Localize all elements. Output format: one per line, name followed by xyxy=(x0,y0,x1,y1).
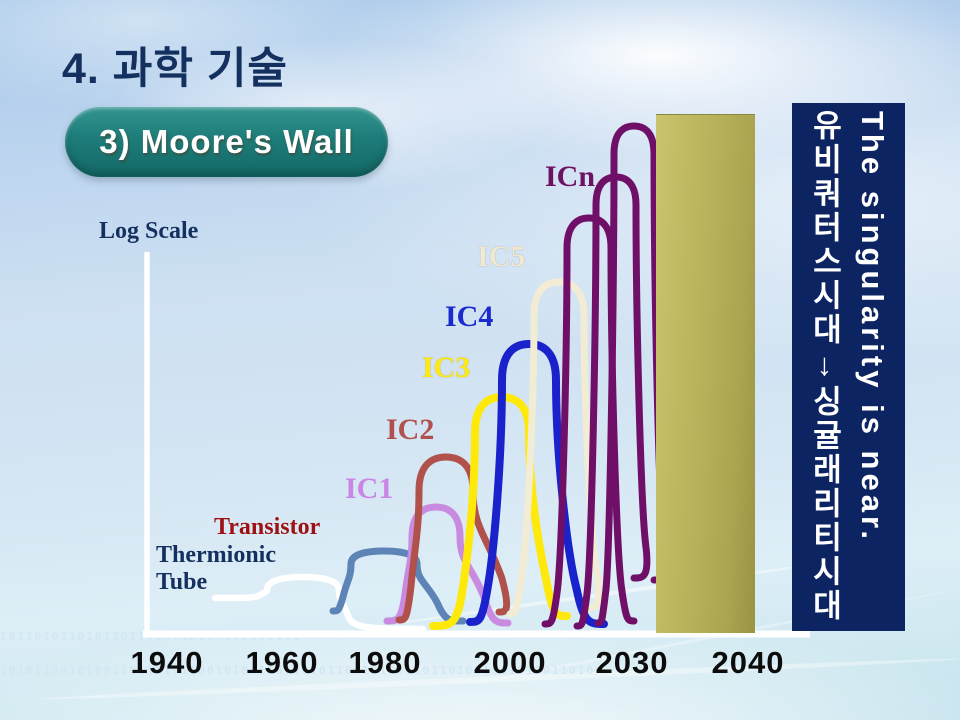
curve-transistor xyxy=(329,547,467,625)
curve-label-ic5: IC5 xyxy=(477,240,526,273)
curve-thermionic-tube xyxy=(211,573,427,633)
curve-label-ic3: IC3 xyxy=(422,351,471,384)
x-tick-2000: 2000 xyxy=(473,645,547,680)
curve-label-thermionic-tube: Thermionic Tube xyxy=(156,542,276,595)
curve-label-ic4: IC4 xyxy=(445,300,494,333)
moores-wall-button: 3) Moore's Wall xyxy=(65,107,388,177)
curve-label-ic2: IC2 xyxy=(386,413,435,446)
curve-ic4 xyxy=(466,340,608,628)
x-tick-1960: 1960 xyxy=(245,645,319,680)
curve-ic2 xyxy=(395,453,511,624)
x-tick-1940: 1940 xyxy=(130,645,204,680)
x-tick-2030: 2030 xyxy=(595,645,669,680)
curve-label-icn: ICn xyxy=(545,160,596,193)
curve-group xyxy=(211,122,669,633)
curve-ic5 xyxy=(506,278,603,618)
y-axis-label: Log Scale xyxy=(99,218,199,244)
curve-icn xyxy=(541,214,638,628)
moores-wall-button-label: 3) Moore's Wall xyxy=(99,123,354,160)
banner-english-text: The singularity is near. xyxy=(855,111,890,543)
binary-watermark-row: 1010110010100110110101100101001101101011… xyxy=(0,664,595,677)
banner-korean-text: 유비쿼터스시대↓싱귤래리티시대 xyxy=(807,109,842,623)
x-tick-2040: 2040 xyxy=(711,645,785,680)
curve-label-transistor: Transistor xyxy=(214,514,321,540)
page-title: 4. 과학 기술 xyxy=(62,45,288,93)
curve-label-ic1: IC1 xyxy=(345,472,394,505)
moores-wall-bar xyxy=(656,114,755,633)
curve-icn xyxy=(594,122,669,627)
x-tick-1980: 1980 xyxy=(348,645,422,680)
singularity-banner: 유비쿼터스시대↓싱귤래리티시대 The singularity is near. xyxy=(792,103,905,631)
